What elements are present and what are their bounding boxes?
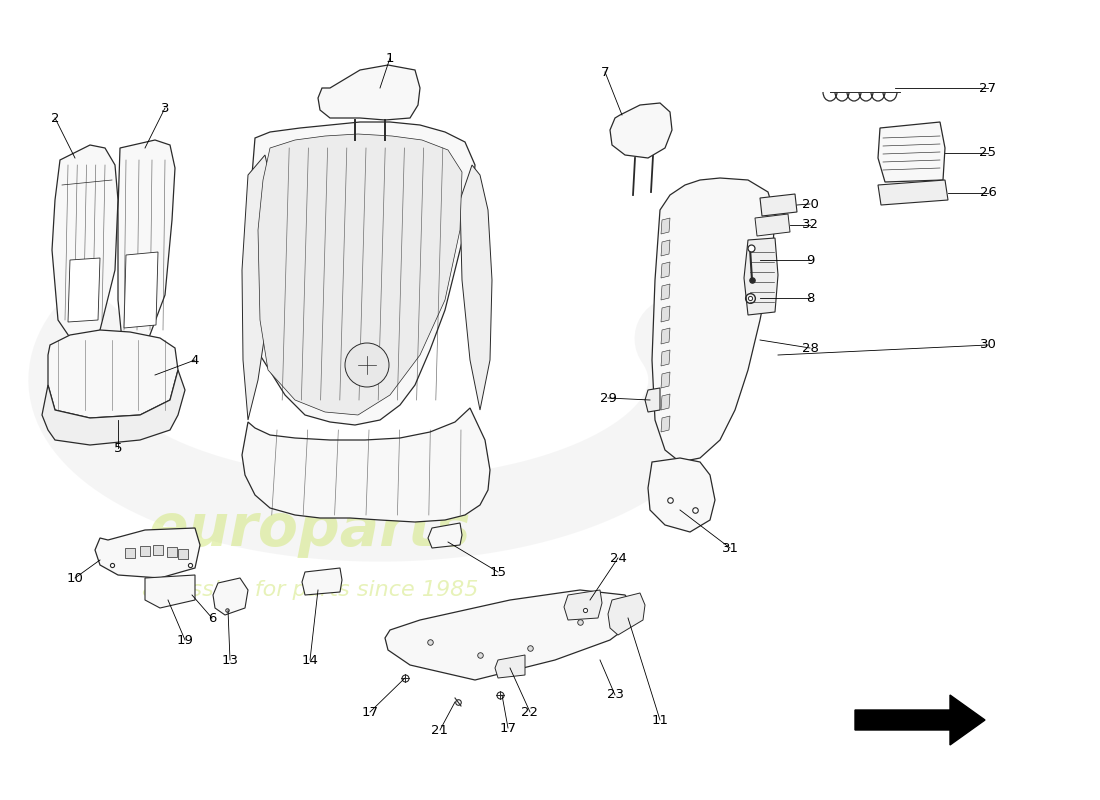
Text: 15: 15 [490,566,506,578]
Polygon shape [140,546,150,556]
Polygon shape [661,284,670,300]
Text: 9: 9 [806,254,814,266]
Text: a passion for parts since 1985: a passion for parts since 1985 [142,580,478,600]
Text: 17: 17 [499,722,517,734]
Polygon shape [878,180,948,205]
Text: 10: 10 [67,571,84,585]
Polygon shape [661,372,670,388]
Text: 23: 23 [606,689,624,702]
Polygon shape [661,416,670,432]
Polygon shape [258,134,462,415]
Polygon shape [318,65,420,120]
Text: 30: 30 [980,338,997,351]
Text: 19: 19 [177,634,194,646]
Text: 4: 4 [190,354,199,366]
Text: 32: 32 [802,218,818,231]
Polygon shape [855,695,984,745]
Polygon shape [118,140,175,340]
Text: 22: 22 [521,706,539,718]
Text: 24: 24 [609,551,626,565]
Polygon shape [755,214,790,236]
Polygon shape [302,568,342,595]
Polygon shape [95,528,200,578]
Polygon shape [145,575,195,608]
Text: europarts: europarts [148,502,471,558]
Text: 5: 5 [113,442,122,454]
Polygon shape [460,165,492,410]
Polygon shape [661,328,670,344]
Polygon shape [652,178,776,462]
Text: 6: 6 [208,611,217,625]
Polygon shape [125,548,135,558]
Polygon shape [661,218,670,234]
Polygon shape [242,155,275,420]
Polygon shape [385,590,635,680]
Polygon shape [648,458,715,532]
Polygon shape [178,549,188,559]
Text: 1: 1 [386,51,394,65]
Polygon shape [744,238,778,315]
Polygon shape [760,194,798,216]
Polygon shape [661,240,670,256]
Polygon shape [52,145,118,345]
Text: 7: 7 [601,66,609,78]
Polygon shape [661,262,670,278]
Text: 29: 29 [600,391,616,405]
Polygon shape [248,122,475,425]
Text: 31: 31 [722,542,738,554]
Polygon shape [167,547,177,557]
Polygon shape [428,523,462,548]
Polygon shape [661,394,670,410]
Polygon shape [153,545,163,555]
Polygon shape [878,122,945,182]
Polygon shape [495,655,525,678]
Polygon shape [242,408,490,522]
Text: 3: 3 [161,102,169,114]
Text: 28: 28 [802,342,818,354]
Polygon shape [68,258,100,322]
Polygon shape [42,370,185,445]
Polygon shape [48,330,178,418]
Text: 14: 14 [301,654,318,666]
Text: 17: 17 [362,706,378,718]
Text: 11: 11 [651,714,669,726]
Polygon shape [124,252,158,328]
Polygon shape [661,306,670,322]
Circle shape [345,343,389,387]
Polygon shape [645,388,660,412]
Polygon shape [610,103,672,158]
Text: 13: 13 [221,654,239,666]
Text: 21: 21 [431,723,449,737]
Polygon shape [213,578,248,615]
Text: 27: 27 [979,82,997,94]
Polygon shape [661,350,670,366]
Text: 25: 25 [979,146,997,159]
Text: 2: 2 [51,111,59,125]
Polygon shape [608,593,645,635]
Text: 20: 20 [802,198,818,210]
Text: 26: 26 [980,186,997,199]
Polygon shape [564,590,602,620]
Text: 8: 8 [806,291,814,305]
